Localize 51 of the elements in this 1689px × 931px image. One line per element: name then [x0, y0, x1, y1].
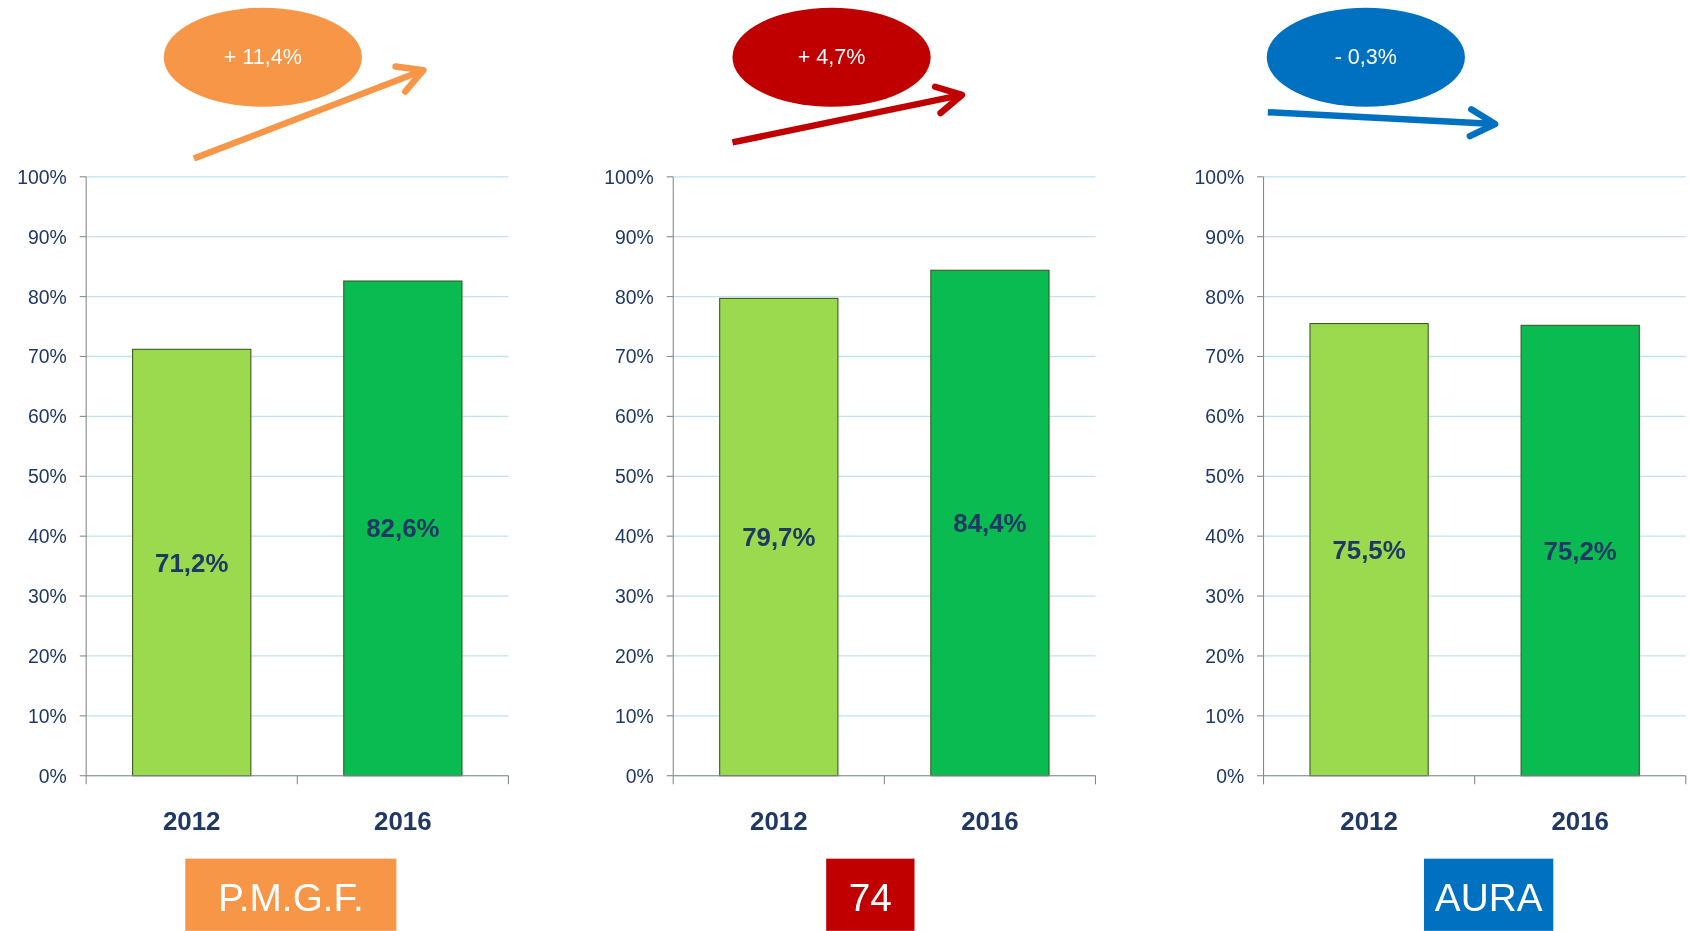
y-tick-label: 50%: [1205, 465, 1245, 488]
y-tick-label: 70%: [1205, 345, 1245, 368]
y-tick-label: 40%: [28, 525, 67, 548]
y-tick-label: 90%: [28, 225, 67, 248]
y-tick-label: 0%: [625, 764, 654, 787]
data-label: 75,5%: [1332, 535, 1406, 564]
x-tick-label: 2012: [750, 806, 808, 835]
x-tick-label: 2016: [961, 806, 1019, 835]
y-tick-label: 80%: [1205, 285, 1245, 308]
y-tick-label: 0%: [1216, 764, 1245, 787]
y-tick-label: 20%: [28, 644, 67, 667]
text: + 4,7%: [797, 45, 866, 70]
data-label: 82,6%: [366, 514, 440, 543]
y-tick-label: 30%: [28, 585, 67, 608]
y-tick-label: 60%: [615, 405, 654, 428]
y-tick-label: 50%: [615, 465, 654, 488]
x-tick-label: 2012: [162, 806, 221, 835]
y-tick-label: 40%: [615, 525, 654, 548]
y-tick-label: 20%: [1205, 644, 1245, 667]
y-tick-label: 10%: [1205, 704, 1245, 727]
y-tick-label: 100%: [1194, 165, 1245, 188]
y-tick-label: 30%: [1205, 585, 1245, 608]
y-tick-label: 90%: [1205, 225, 1245, 248]
y-tick-label: 80%: [615, 285, 654, 308]
y-tick-label: 100%: [17, 165, 67, 188]
y-tick-label: 80%: [28, 285, 67, 308]
data-label: 75,2%: [1543, 536, 1617, 565]
y-tick-label: 50%: [28, 465, 67, 488]
text: - 0,3%: [1334, 45, 1397, 70]
text: + 11,4%: [223, 45, 302, 70]
x-tick-label: 2012: [1340, 806, 1398, 835]
y-tick-label: 70%: [28, 345, 67, 368]
text: 74: [848, 875, 892, 919]
y-tick-label: 60%: [1205, 405, 1245, 428]
y-tick-label: 30%: [615, 585, 654, 608]
x-tick-label: 2016: [374, 806, 432, 835]
x-tick-label: 2016: [1551, 806, 1609, 835]
y-tick-label: 20%: [615, 644, 654, 667]
text: P.M.G.F.: [217, 875, 364, 919]
y-tick-label: 40%: [1205, 525, 1245, 548]
y-tick-label: 10%: [615, 704, 654, 727]
y-tick-label: 90%: [615, 225, 654, 248]
y-tick-label: 70%: [615, 345, 654, 368]
data-label: 84,4%: [953, 508, 1027, 537]
data-label: 79,7%: [742, 523, 816, 552]
y-tick-label: 60%: [28, 405, 67, 428]
data-label: 71,2%: [155, 548, 229, 577]
text: AURA: [1434, 875, 1543, 919]
y-tick-label: 100%: [604, 165, 654, 188]
y-tick-label: 10%: [28, 704, 67, 727]
y-tick-label: 0%: [38, 764, 67, 787]
